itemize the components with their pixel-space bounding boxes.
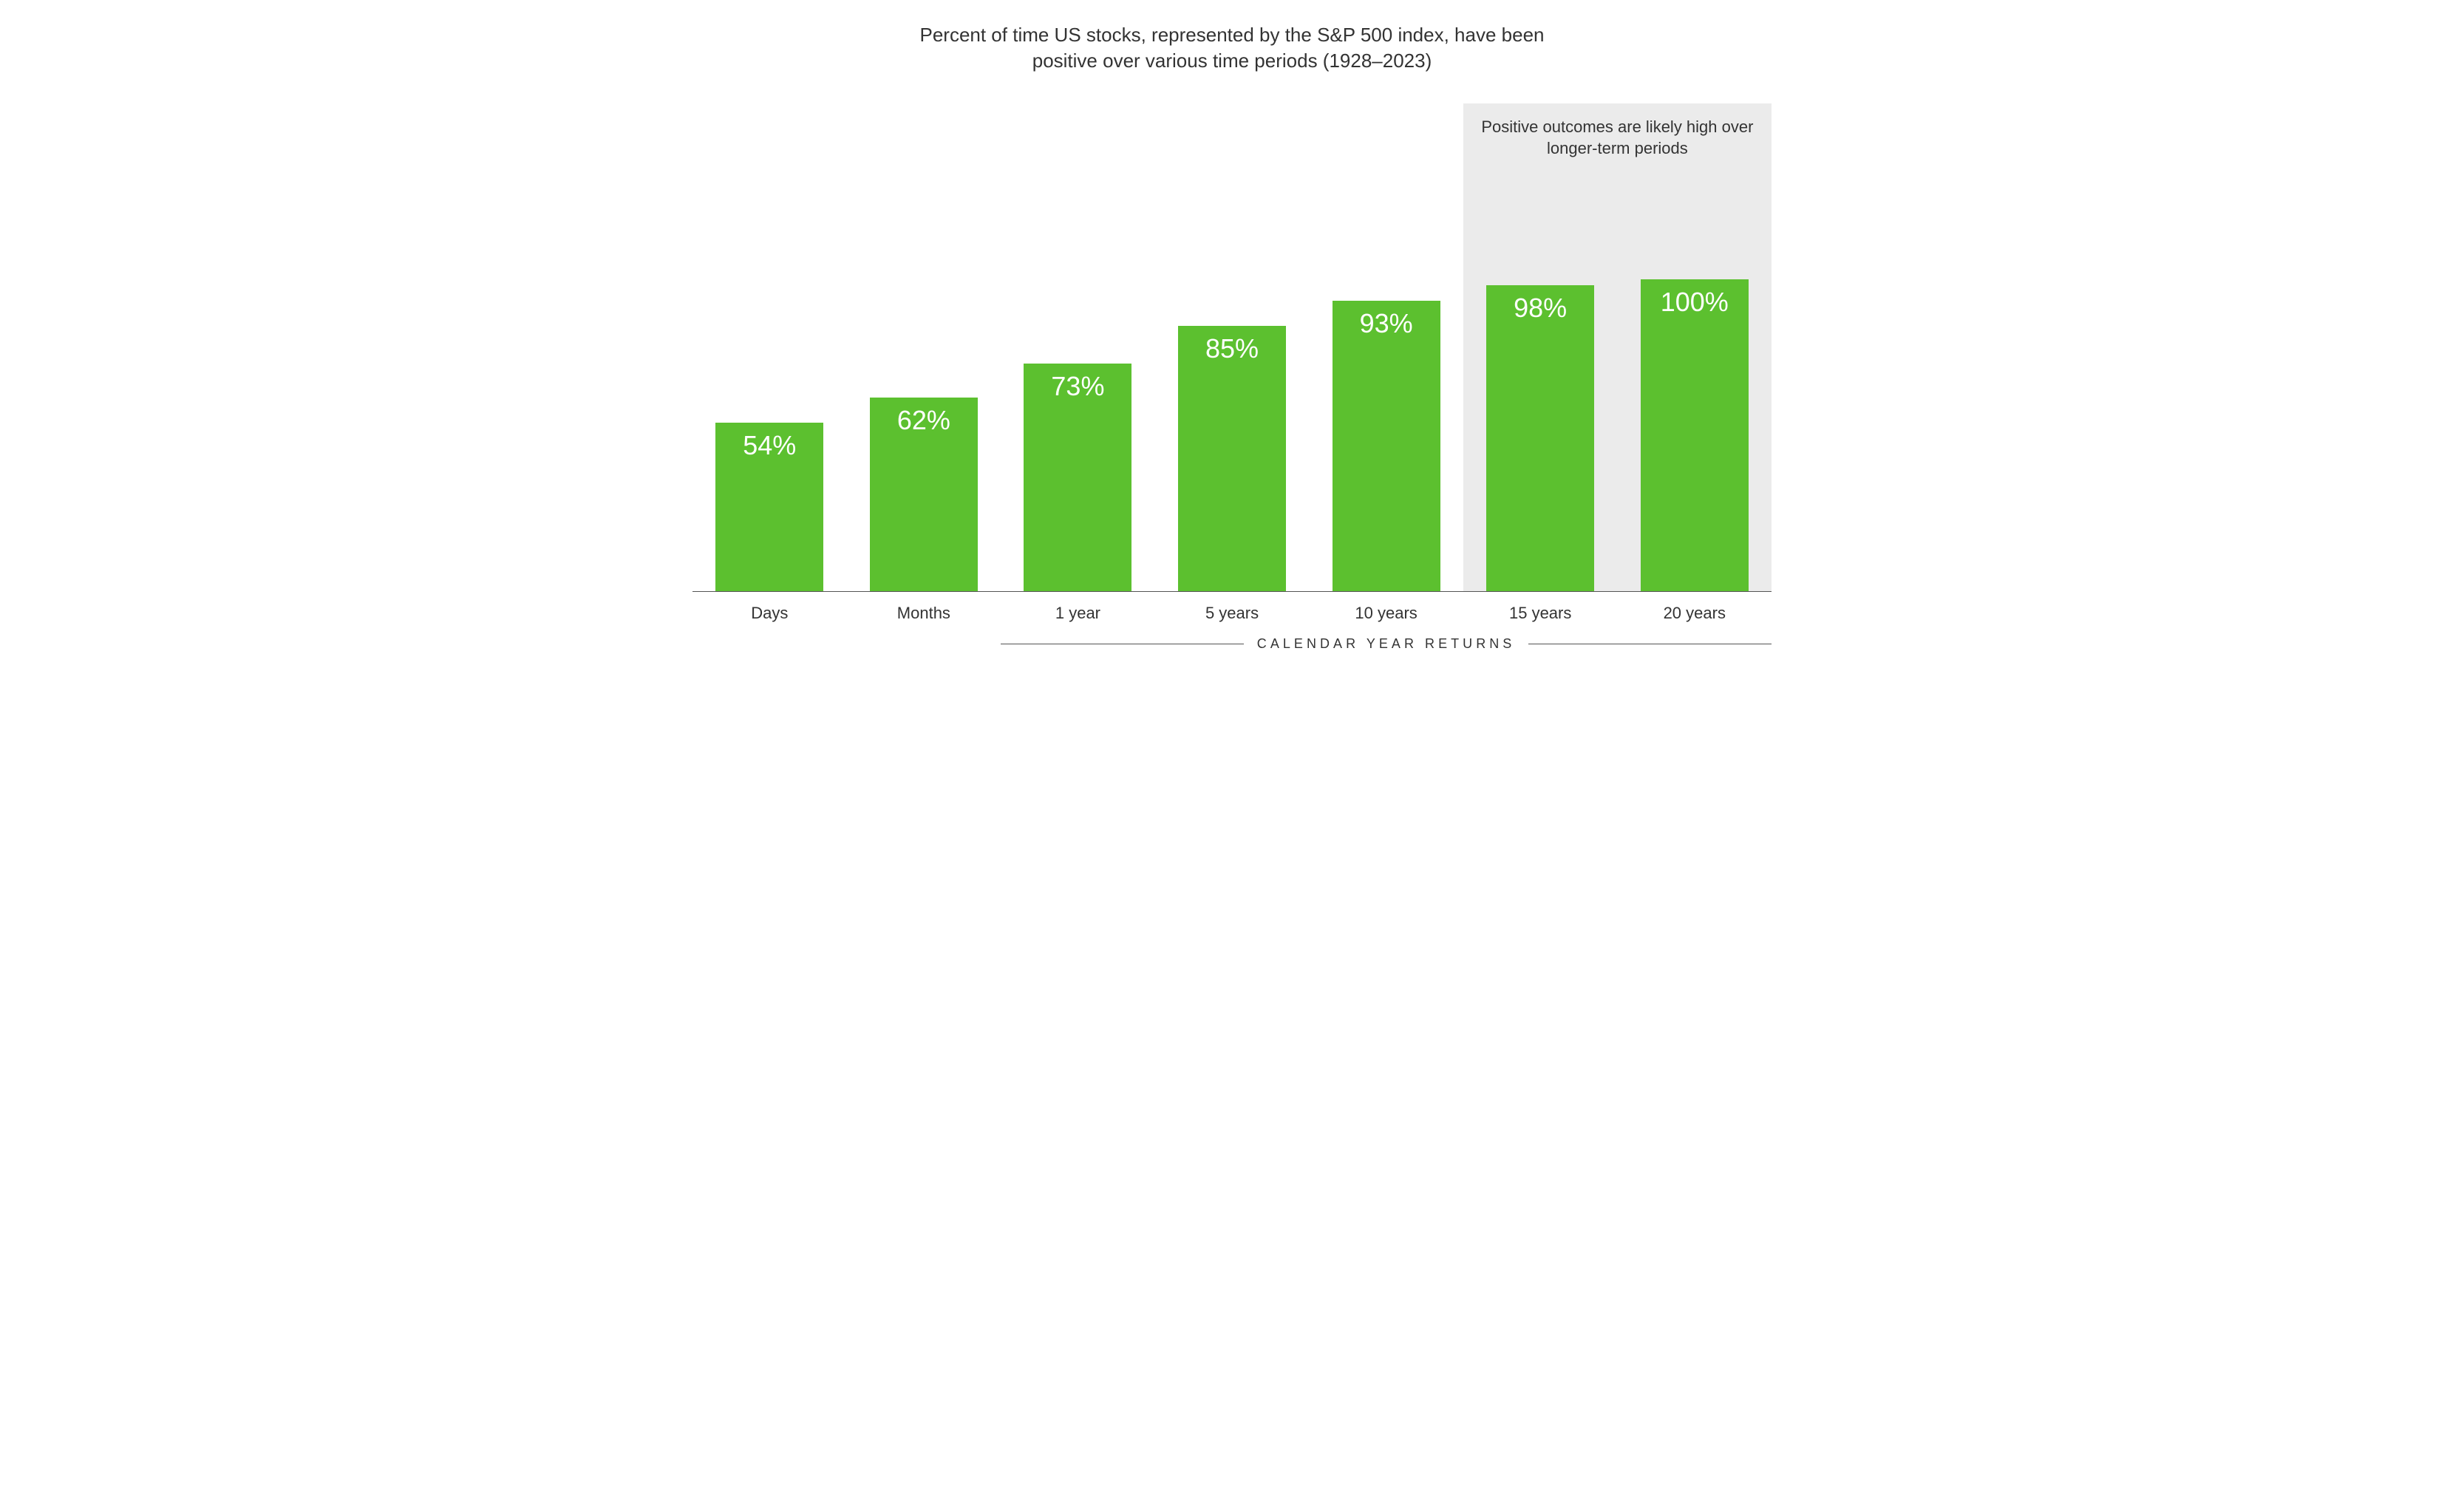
sub-axis: CALENDAR YEAR RETURNS [1001,636,1772,652]
bar-slot: 73% [1001,103,1155,591]
x-axis-label: 1 year [1001,604,1155,623]
bar-slot: 62% [847,103,1001,591]
bars-group: 54% 62% 73% 85% 93% 98% 100% [692,103,1772,591]
bar-value-label: 85% [1178,333,1286,364]
bar: 73% [1024,364,1131,591]
x-axis-label: Days [692,604,847,623]
bar: 93% [1333,301,1440,591]
bar: 100% [1641,279,1749,591]
x-axis-label: 10 years [1309,604,1463,623]
bar-value-label: 98% [1486,293,1594,324]
bar-value-label: 100% [1641,287,1749,318]
chart-container: Percent of time US stocks, represented b… [678,0,1786,681]
bar: 62% [870,398,978,591]
bar: 54% [715,423,823,591]
x-axis-labels: DaysMonths1 year5 years10 years15 years2… [692,604,1772,623]
x-axis-label: 20 years [1617,604,1772,623]
x-axis-label: Months [847,604,1001,623]
bar: 85% [1178,326,1286,591]
bar-slot: 98% [1463,103,1618,591]
x-axis-baseline [692,591,1772,592]
bar: 98% [1486,285,1594,591]
bar-slot: 100% [1617,103,1772,591]
bar-value-label: 54% [715,430,823,461]
bar-slot: 85% [1155,103,1310,591]
x-axis-label: 5 years [1155,604,1310,623]
bar-value-label: 62% [870,405,978,436]
bar-slot: 54% [692,103,847,591]
bar-value-label: 73% [1024,371,1131,402]
plot-area: Positive outcomes are likely high over l… [692,103,1772,591]
chart-title: Percent of time US stocks, represented b… [907,22,1557,74]
bar-value-label: 93% [1333,308,1440,339]
x-axis-label: 15 years [1463,604,1618,623]
bar-slot: 93% [1309,103,1463,591]
sub-axis-label: CALENDAR YEAR RETURNS [1257,636,1516,652]
